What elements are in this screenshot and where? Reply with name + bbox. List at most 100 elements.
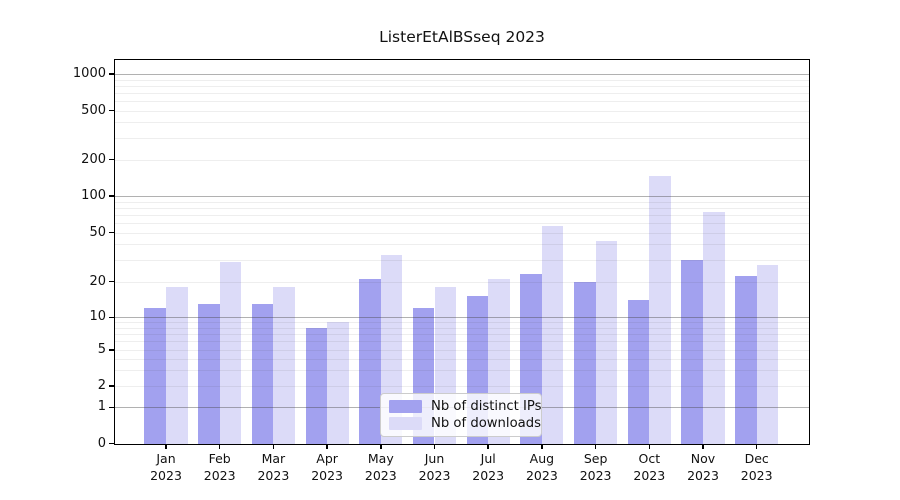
x-tick-mark	[594, 444, 597, 449]
x-tick-month: May	[367, 451, 394, 466]
y-axis-tick-label: 20	[89, 273, 106, 289]
bar-downloads-jan-2023	[166, 286, 188, 445]
x-axis-tick-label: Aug 2023	[510, 451, 574, 484]
x-tick-year: 2023	[150, 467, 182, 483]
y-axis-tick-label: 2	[97, 378, 106, 393]
x-tick-year: 2023	[203, 467, 236, 483]
gridline-minor	[114, 244, 810, 246]
y-tick-mark	[109, 73, 114, 75]
x-tick-mark	[648, 444, 651, 449]
y-axis-tick-label: 10	[89, 309, 106, 325]
gridline-minor	[114, 100, 810, 102]
y-tick-mark	[109, 316, 114, 319]
x-tick-month: Dec	[744, 451, 769, 466]
x-tick-month: Nov	[690, 451, 716, 466]
x-axis-tick-label: Jan 2023	[134, 451, 198, 484]
y-tick-mark	[109, 406, 114, 409]
bar-distinct-ips-may-2023	[359, 278, 381, 445]
x-axis-tick-label: May 2023	[349, 451, 413, 484]
bar-downloads-sep-2023	[595, 240, 618, 445]
legend-swatch	[389, 417, 422, 430]
x-tick-mark	[702, 444, 704, 449]
y-tick-mark	[109, 349, 114, 351]
bar-downloads-mar-2023	[273, 286, 295, 445]
gridline-major	[114, 74, 810, 76]
gridline-minor	[114, 350, 810, 351]
x-axis-tick-label: Sep 2023	[564, 451, 628, 484]
y-tick-mark	[109, 109, 114, 112]
x-tick-month: Aug	[529, 451, 555, 466]
y-axis-tick-label: 1	[97, 399, 106, 415]
bar-distinct-ips-dec-2023	[735, 276, 757, 445]
x-tick-mark	[326, 444, 328, 449]
bar-downloads-apr-2023	[327, 322, 349, 445]
bar-distinct-ips-sep-2023	[574, 281, 596, 445]
x-tick-year: 2023	[311, 467, 343, 483]
x-tick-year: 2023	[472, 467, 505, 483]
x-tick-mark	[433, 444, 436, 449]
x-tick-mark	[380, 444, 382, 449]
x-tick-mark	[218, 444, 221, 449]
x-axis-tick-label: Oct 2023	[617, 451, 681, 484]
y-axis-tick-label: 1000	[72, 66, 106, 81]
x-tick-month: Sep	[583, 451, 608, 466]
bar-distinct-ips-nov-2023	[681, 259, 703, 445]
gridline-minor	[114, 201, 810, 203]
gridline-minor	[114, 259, 810, 261]
gridline-minor	[114, 137, 810, 139]
x-tick-mark	[755, 444, 758, 449]
gridline-minor	[114, 207, 810, 209]
bar-distinct-ips-oct-2023	[627, 299, 650, 445]
legend-item: Nb of downloads	[389, 416, 541, 432]
y-tick-mark	[109, 442, 114, 445]
gridline-minor	[114, 92, 810, 94]
bar-distinct-ips-feb-2023	[198, 303, 220, 445]
x-axis-tick-label: Mar 2023	[241, 451, 305, 484]
x-tick-month: Jan	[156, 451, 176, 466]
x-tick-year: 2023	[257, 467, 290, 483]
gridline-minor	[114, 214, 810, 216]
y-tick-mark	[109, 385, 114, 387]
x-tick-year: 2023	[633, 467, 666, 483]
gridline-minor	[114, 358, 810, 360]
gridline-minor	[114, 85, 810, 87]
x-tick-month: Jun	[424, 451, 445, 466]
bar-downloads-feb-2023	[219, 261, 242, 445]
x-tick-mark	[541, 444, 543, 449]
x-tick-mark	[487, 444, 489, 449]
legend-swatch	[389, 400, 422, 413]
x-axis-tick-label: Apr 2023	[295, 451, 359, 484]
bar-distinct-ips-apr-2023	[305, 327, 328, 445]
y-tick-mark	[109, 280, 114, 283]
gridline-minor	[114, 159, 810, 161]
gridline-major	[114, 317, 810, 319]
y-tick-mark	[109, 158, 114, 161]
gridline-minor	[114, 370, 810, 372]
y-axis-tick-label: 0	[97, 435, 106, 451]
y-tick-mark	[109, 231, 114, 234]
x-tick-year: 2023	[525, 467, 558, 483]
x-axis-tick-label: Nov 2023	[671, 451, 735, 484]
y-axis-tick-label: 50	[89, 224, 106, 240]
gridline-minor	[114, 222, 810, 224]
x-axis-tick-label: Feb 2023	[188, 451, 252, 484]
x-axis-tick-label: Jun 2023	[403, 451, 467, 484]
chart-title: ListerEtAlBSseq 2023	[379, 28, 545, 46]
y-axis-tick-label: 200	[81, 151, 106, 167]
gridline-minor	[114, 281, 810, 283]
gridline-minor	[114, 110, 810, 112]
x-axis-tick-label: Dec 2023	[725, 451, 789, 484]
bar-distinct-ips-mar-2023	[251, 303, 274, 445]
bar-downloads-aug-2023	[541, 225, 564, 445]
x-tick-month: Apr	[316, 451, 338, 466]
gridline-minor	[114, 79, 810, 81]
x-tick-month: Mar	[261, 451, 286, 466]
gridline-minor	[114, 232, 810, 234]
x-tick-mark	[272, 444, 275, 449]
plot-area	[114, 59, 810, 445]
x-tick-month: Oct	[638, 451, 661, 466]
x-tick-year: 2023	[418, 467, 451, 483]
bar-distinct-ips-jan-2023	[144, 307, 166, 445]
y-axis-tick-label: 500	[81, 102, 106, 118]
